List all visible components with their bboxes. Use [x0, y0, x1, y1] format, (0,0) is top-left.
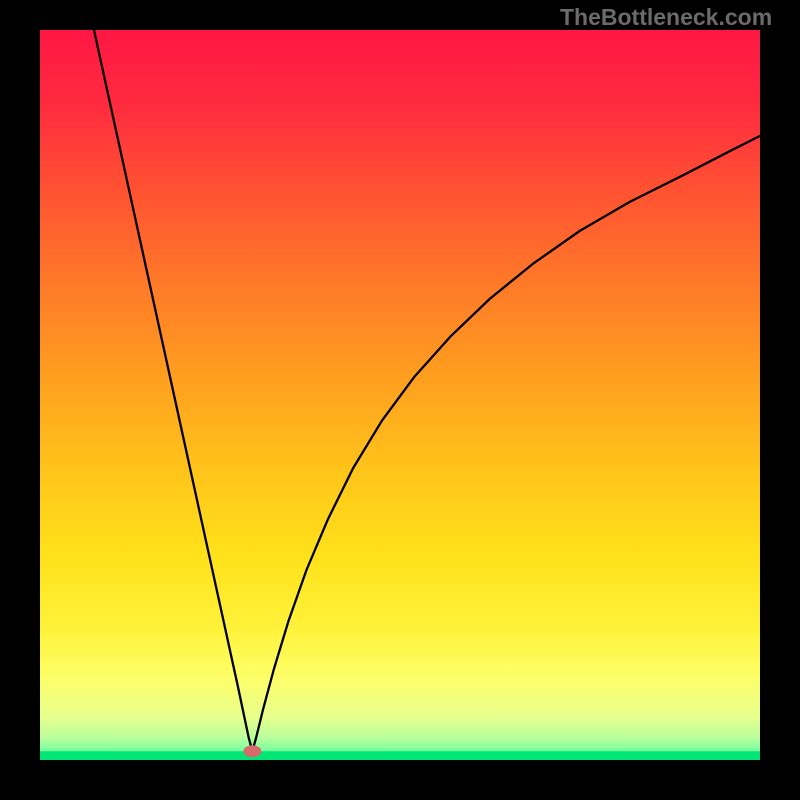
apex-marker	[243, 745, 261, 757]
chart-svg	[40, 30, 760, 760]
chart-container: TheBottleneck.com	[0, 0, 800, 800]
watermark-text: TheBottleneck.com	[560, 4, 772, 31]
plot-area	[40, 30, 760, 760]
